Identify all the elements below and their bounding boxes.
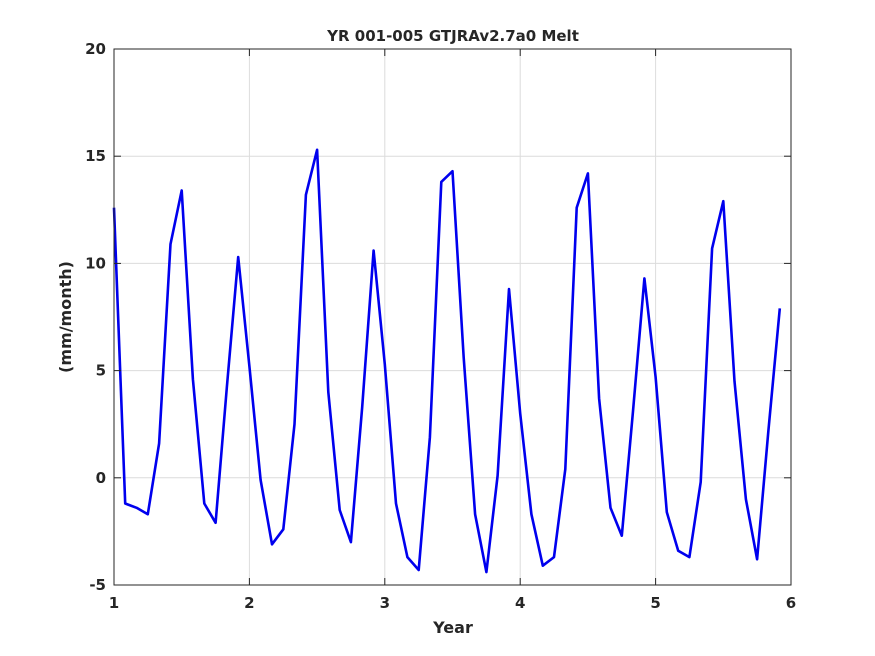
y-tick-label: 15 [85,147,106,165]
y-tick-label: 10 [85,254,106,272]
x-tick-label: 1 [109,594,119,612]
x-tick-label: 3 [380,594,390,612]
x-tick-label: 5 [650,594,660,612]
grid-lines [113,48,792,586]
x-tick-label: 2 [244,594,254,612]
series-layer [112,148,782,574]
plot-frame [113,48,792,586]
y-tick-label: 0 [96,469,106,487]
y-axis-label: (mm/month) [56,261,75,373]
x-tick-label: 4 [515,594,525,612]
y-tick-label: 20 [85,40,106,58]
x-tick-label: 6 [786,594,796,612]
melt-series-line [112,148,782,574]
y-tick-label: -5 [89,576,106,594]
chart-title: YR 001-005 GTJRAv2.7a0 Melt [326,27,579,45]
x-axis-label: Year [432,618,473,637]
axes: 1 2 3 4 5 6 -5 0 5 10 15 20 [85,40,796,612]
y-tick-label: 5 [96,362,106,380]
